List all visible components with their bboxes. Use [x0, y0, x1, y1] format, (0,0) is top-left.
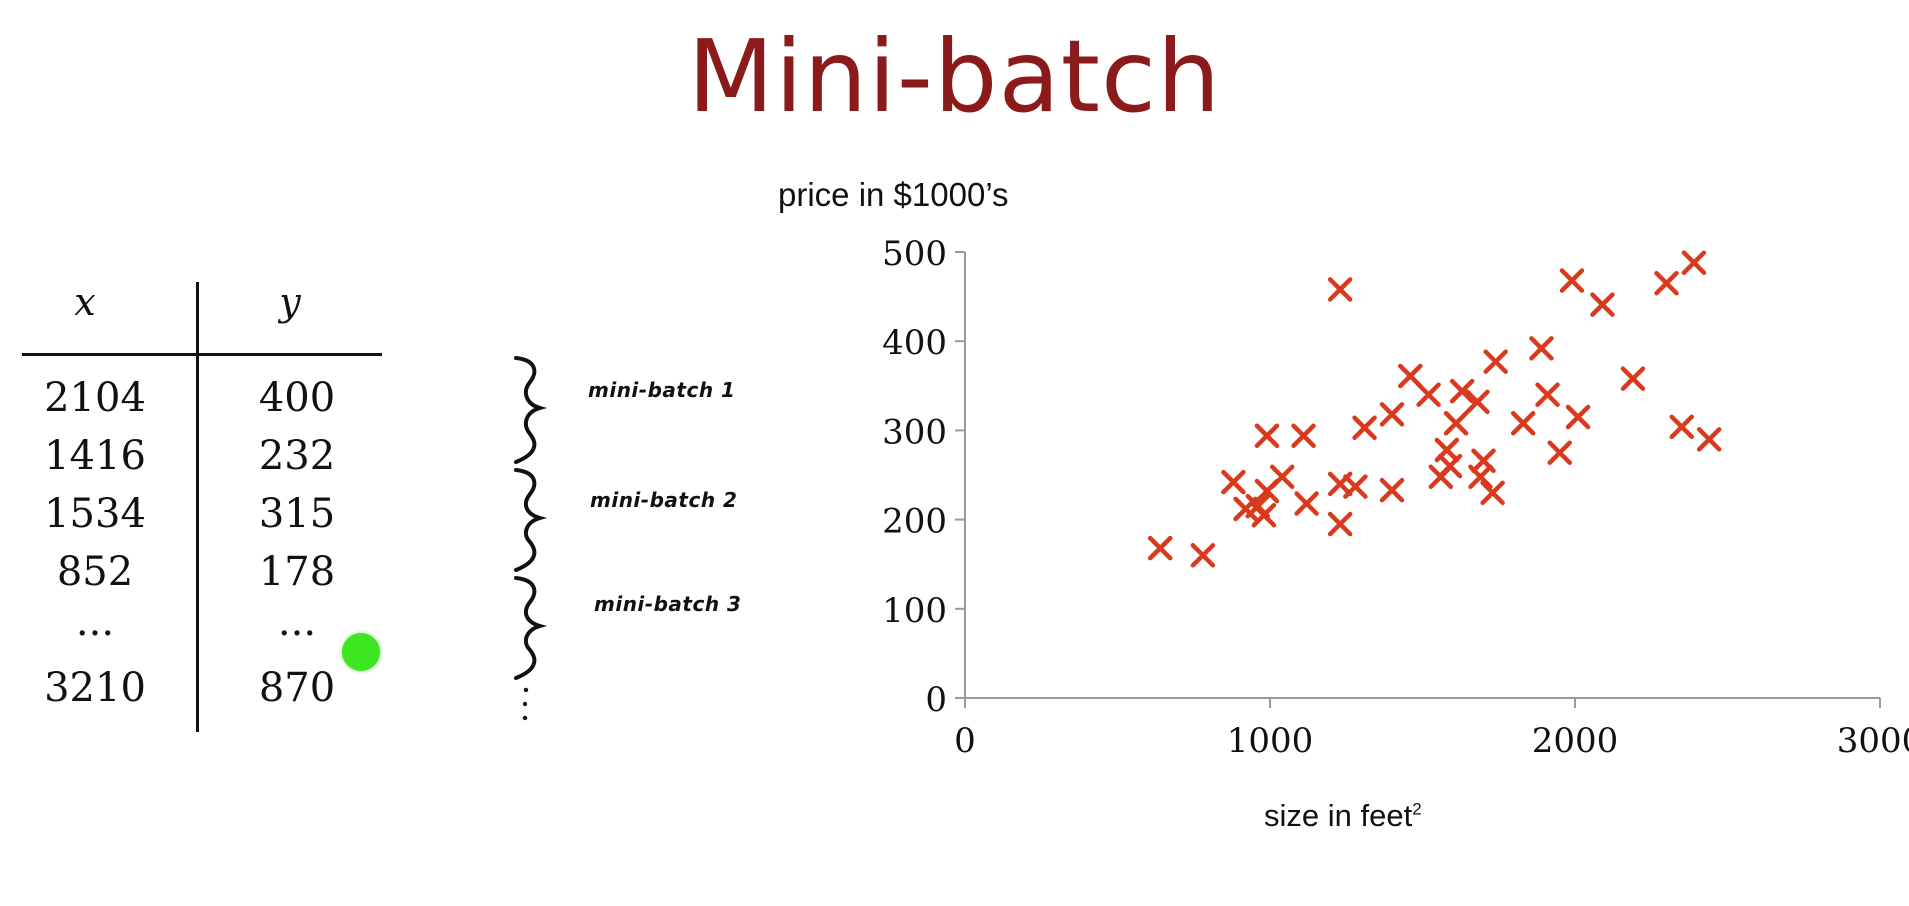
y-tick-label: 0 — [925, 680, 947, 720]
table-cell-x: 852 — [56, 549, 134, 595]
data-point — [1437, 453, 1463, 479]
cursor-pointer-dot — [342, 633, 380, 671]
table-cell-x: ... — [75, 599, 115, 645]
table-cell-x: 1534 — [44, 491, 146, 537]
x-tick-label: 1000 — [1227, 721, 1314, 761]
data-point — [1590, 292, 1615, 317]
data-point — [1620, 366, 1646, 391]
chart-axes — [964, 252, 1880, 699]
x-axis-title-superscript: 2 — [1412, 799, 1422, 819]
table-cell-x: 3210 — [44, 665, 146, 711]
data-point — [1343, 474, 1368, 499]
x-tick-label: 2000 — [1532, 721, 1619, 761]
brace-2 — [514, 468, 548, 572]
scatter-chart: 0 100 200 300 400 500 0 1000 2000 3000 — [882, 234, 1909, 761]
continuation-dot — [523, 687, 529, 693]
data-point — [1443, 411, 1469, 436]
table-cell-y: 870 — [258, 665, 336, 711]
brace-3 — [514, 576, 548, 680]
data-point — [1379, 402, 1405, 427]
data-point — [1681, 250, 1707, 275]
data-point — [1416, 382, 1441, 407]
data-point — [1147, 535, 1173, 561]
data-point — [1465, 389, 1490, 415]
continuation-dot — [522, 715, 528, 721]
data-point — [1327, 277, 1353, 302]
mini-batch-label: mini-batch 2 — [590, 488, 738, 512]
data-point — [1535, 382, 1560, 407]
data-point — [1398, 363, 1423, 389]
data-point — [1449, 378, 1475, 404]
data-point — [1291, 423, 1316, 449]
data-point — [1379, 477, 1405, 503]
data-point — [1483, 349, 1508, 374]
slide-title: Mini-batch — [687, 18, 1222, 135]
chart-ticks — [955, 251, 1881, 708]
table-cell-y: ... — [277, 599, 317, 645]
data-point — [1294, 491, 1319, 516]
table-header-y: y — [279, 280, 301, 324]
x-tick-label: 0 — [954, 721, 976, 761]
table-cell-x: 2104 — [44, 375, 146, 421]
table-cell-y: 400 — [258, 375, 336, 421]
data-point — [1480, 480, 1505, 506]
data-point — [1559, 268, 1585, 293]
training-data-table: x y 2104 400 1416 232 1534 315 852 178 .… — [0, 270, 420, 750]
y-tick-label: 200 — [882, 502, 947, 542]
data-point — [1471, 448, 1496, 473]
y-axis-title: price in $1000’s — [778, 176, 1009, 213]
x-axis-title: size in feet2 — [1264, 798, 1422, 834]
data-point — [1510, 411, 1536, 436]
data-point — [1190, 543, 1216, 568]
table-cell-y: 232 — [258, 433, 336, 479]
mini-batch-label: mini-batch 1 — [588, 378, 736, 402]
data-point — [1352, 415, 1377, 440]
data-point — [1529, 336, 1554, 361]
x-axis-title-text: size in feet — [1264, 798, 1413, 833]
chart-points — [1147, 250, 1722, 568]
table-header-divider — [22, 353, 382, 356]
table-column-divider — [196, 282, 199, 732]
y-tick-label: 100 — [882, 591, 947, 631]
brace-1 — [514, 356, 548, 464]
data-point — [1547, 440, 1572, 465]
mini-batch-label: mini-batch 3 — [594, 592, 742, 616]
data-point — [1654, 270, 1679, 296]
y-tick-label: 300 — [882, 412, 947, 452]
data-point — [1221, 469, 1246, 495]
data-point — [1251, 502, 1277, 528]
table-cell-y: 315 — [258, 491, 336, 537]
x-tick-label: 3000 — [1837, 721, 1909, 761]
mini-batch-braces — [514, 356, 548, 721]
chart-tick-labels: 0 100 200 300 400 500 0 1000 2000 3000 — [882, 234, 1909, 761]
data-point — [1269, 464, 1295, 490]
table-cell-x: 1416 — [44, 433, 146, 479]
data-point — [1565, 404, 1591, 430]
data-point — [1327, 511, 1353, 537]
continuation-dot — [522, 701, 528, 707]
data-point — [1696, 427, 1722, 452]
data-point — [1254, 423, 1280, 449]
table-cell-y: 178 — [258, 549, 336, 595]
table-header-x: x — [74, 280, 96, 324]
y-tick-label: 500 — [882, 234, 947, 274]
data-point — [1669, 414, 1694, 440]
y-tick-label: 400 — [882, 323, 947, 363]
